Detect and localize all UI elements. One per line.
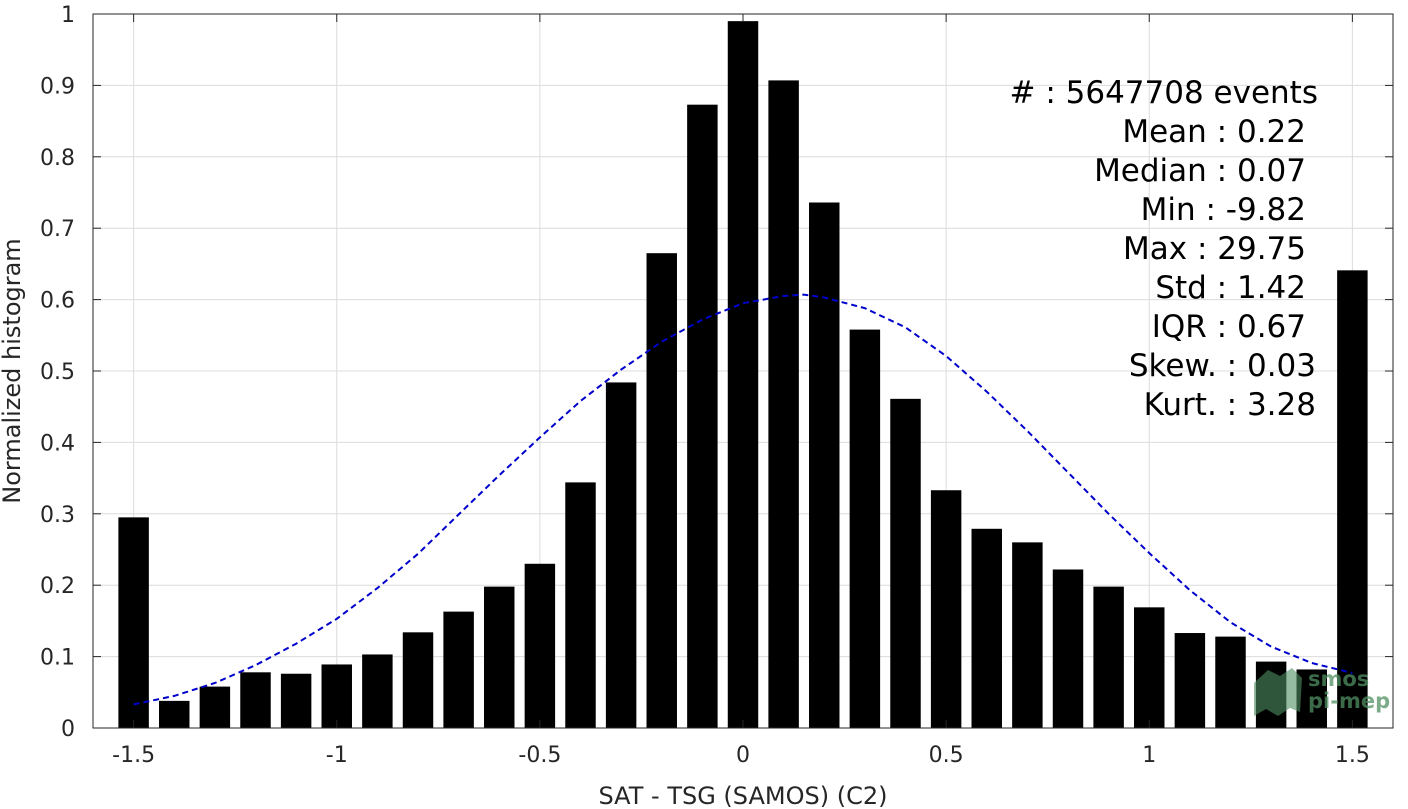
- histogram-bar: [727, 21, 759, 728]
- y-tick-label: 0.1: [40, 646, 75, 671]
- x-tick-label: 0: [736, 743, 750, 768]
- histogram-bar: [402, 632, 434, 728]
- histogram-bar: [809, 202, 840, 729]
- logo-text-pimep: pi-mep: [1308, 689, 1390, 713]
- histogram-bar: [159, 700, 190, 728]
- histogram-bar: [1134, 607, 1165, 728]
- y-tick-label: 0.2: [40, 574, 75, 599]
- stat-median: Median : 0.07: [1094, 153, 1306, 189]
- y-tick-label: 0.4: [40, 431, 75, 456]
- histogram-bar: [199, 686, 231, 728]
- x-tick-label: 1.5: [1335, 743, 1370, 768]
- y-tick-label: 0.7: [40, 217, 75, 242]
- histogram-bar: [768, 80, 799, 729]
- y-tick-label: 0.5: [40, 360, 75, 385]
- histogram-bar: [321, 664, 352, 728]
- fit-curve-line: [133, 293, 1353, 706]
- y-tick-label: 0.6: [40, 289, 75, 314]
- stat-max: Max : 29.75: [1123, 231, 1306, 267]
- histogram-bar: [890, 398, 921, 728]
- y-tick-label: 0.8: [40, 146, 75, 171]
- histogram-bar: [443, 611, 474, 728]
- histogram-bar: [1215, 636, 1246, 728]
- y-tick-label: 0.9: [40, 74, 75, 99]
- stat-min: Min : -9.82: [1141, 192, 1306, 228]
- histogram-bar: [240, 672, 271, 728]
- histogram-bar: [646, 253, 677, 728]
- histogram-bar: [280, 673, 312, 728]
- stat-kurt: Kurt. : 3.28: [1144, 387, 1316, 423]
- histogram-bar: [687, 104, 718, 729]
- y-axis-label: Normalized histogram: [0, 238, 26, 503]
- histogram-bar: [971, 528, 1002, 728]
- logo-icon: [1254, 668, 1302, 716]
- x-tick-label: -1: [326, 743, 348, 768]
- histogram-bar: [118, 517, 149, 728]
- smos-pimep-watermark: smos pi-mep: [1254, 667, 1390, 716]
- stat-std: Std : 1.42: [1155, 270, 1306, 306]
- histogram-bar: [362, 654, 393, 728]
- histogram-bars: [118, 21, 1368, 729]
- histogram-bar: [1337, 270, 1368, 728]
- y-tick-label: 1: [61, 3, 75, 28]
- histogram-bar: [484, 586, 515, 728]
- histogram-bar: [1093, 586, 1124, 728]
- x-tick-labels: -1.5 -1 -0.5 0 0.5 1 1.5: [112, 743, 1370, 768]
- x-tick-label: -0.5: [518, 743, 561, 768]
- x-axis-label: SAT - TSG (SAMOS) (C2): [599, 782, 888, 809]
- stat-mean: Mean : 0.22: [1122, 114, 1306, 150]
- axis-ticks: [93, 13, 1393, 729]
- histogram-bar: [1012, 542, 1043, 728]
- histogram-bar: [849, 329, 881, 728]
- y-tick-label: 0: [61, 717, 75, 742]
- stat-events: # : 5647708 events: [1010, 75, 1319, 111]
- histogram-bar: [524, 563, 556, 728]
- y-tick-label: 0.3: [40, 503, 75, 528]
- stat-iqr: IQR : 0.67: [1152, 309, 1306, 345]
- x-tick-label: 1: [1142, 743, 1156, 768]
- histogram-bar: [1174, 633, 1206, 728]
- y-tick-labels: 0 0.1 0.2 0.3 0.4 0.5 0.6 0.7 0.8 0.9 1: [40, 3, 75, 742]
- x-tick-label: 0.5: [929, 743, 964, 768]
- histogram-bar: [565, 482, 596, 728]
- histogram-bar: [930, 490, 962, 728]
- histogram-bar: [605, 382, 637, 728]
- histogram-bar: [1052, 569, 1084, 728]
- normal-fit-curve: [133, 293, 1353, 706]
- x-tick-label: -1.5: [112, 743, 155, 768]
- stats-box: # : 5647708 events Mean : 0.22 Median : …: [1010, 75, 1319, 423]
- logo-text-smos: smos: [1308, 667, 1369, 691]
- stat-skew: Skew. : 0.03: [1129, 348, 1316, 384]
